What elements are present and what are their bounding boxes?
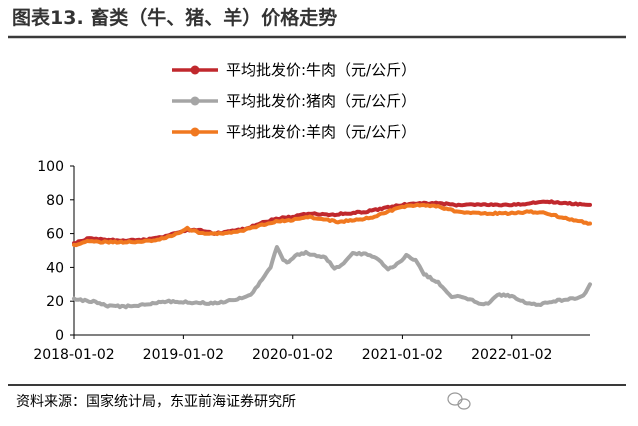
chart-series — [72, 199, 592, 310]
legend-swatch-marker — [190, 127, 200, 137]
wechat-logo-icon — [447, 392, 471, 410]
legend-label: 平均批发价:羊肉（元/公斤） — [226, 123, 416, 141]
legend-swatch-marker — [190, 65, 200, 75]
x-tick-label: 2020-01-02 — [252, 347, 333, 363]
series-line-0 — [72, 199, 592, 246]
y-tick-label: 20 — [46, 294, 64, 310]
x-tick-label: 2022-01-02 — [471, 347, 552, 363]
y-tick-label: 40 — [46, 260, 64, 276]
y-tick-label: 0 — [55, 328, 64, 344]
y-tick-label: 100 — [37, 159, 64, 175]
series-line-1 — [72, 245, 592, 310]
source-note: 资料来源：国家统计局，东亚前海证券研究所 — [16, 393, 296, 410]
y-tick-label: 80 — [46, 193, 64, 209]
x-tick-label: 2021-01-02 — [362, 347, 443, 363]
legend-label: 平均批发价:猪肉（元/公斤） — [226, 92, 416, 110]
chart-title: 图表13. 畜类（牛、猪、羊）价格走势 — [12, 6, 337, 29]
x-tick-label: 2018-01-02 — [33, 347, 114, 363]
legend-label: 平均批发价:牛肉（元/公斤） — [226, 61, 416, 79]
x-tick-label: 2019-01-02 — [143, 347, 224, 363]
watermark: 中央厨房一站式服务 — [447, 390, 610, 410]
series-line-2 — [72, 202, 592, 248]
legend-swatch-marker — [190, 96, 200, 106]
chart-axes — [70, 165, 590, 339]
watermark-text: 中央厨房一站式服务 — [484, 390, 610, 406]
chart-legend: 平均批发价:牛肉（元/公斤） 平均批发价:猪肉（元/公斤） 平均批发价:羊肉（元/公… — [172, 61, 416, 141]
y-tick-label: 60 — [46, 227, 64, 243]
chart-tick-labels: 0 20 40 60 80 100 2018-01-02 2019-01-02 2020-01-… — [33, 159, 552, 363]
